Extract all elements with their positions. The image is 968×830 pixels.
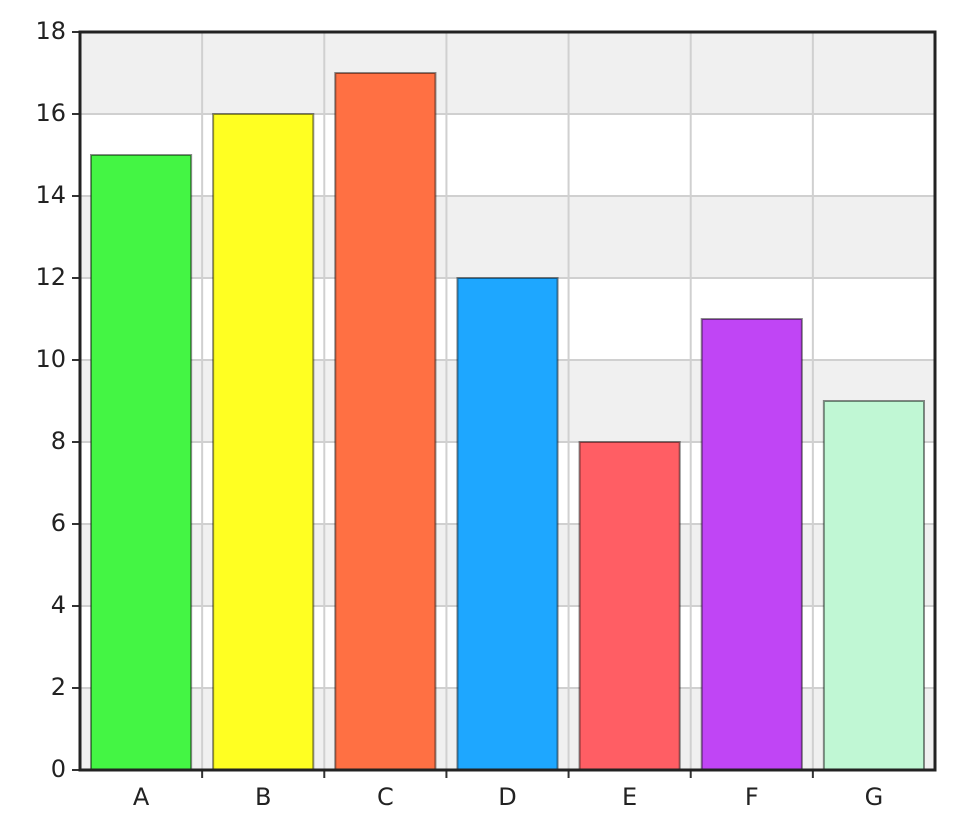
y-tick-label: 4 xyxy=(51,591,66,619)
x-tick-label: G xyxy=(865,783,884,811)
bar xyxy=(700,318,803,771)
bar xyxy=(89,154,193,771)
x-tick-label: D xyxy=(498,783,516,811)
y-tick-label: 14 xyxy=(35,181,66,209)
x-tick-label: F xyxy=(745,783,759,811)
bar xyxy=(456,277,559,771)
plot-band xyxy=(80,32,935,114)
y-tick-label: 8 xyxy=(51,427,66,455)
x-tick-label: B xyxy=(255,783,271,811)
y-tick-label: 6 xyxy=(51,509,66,537)
y-tick-label: 10 xyxy=(35,345,66,373)
y-tick-label: 18 xyxy=(35,17,66,45)
x-tick-label: C xyxy=(377,783,394,811)
bar xyxy=(334,72,437,771)
y-tick-label: 2 xyxy=(51,673,66,701)
plot-band xyxy=(80,196,935,278)
y-tick-label: 12 xyxy=(35,263,66,291)
bar xyxy=(822,400,926,771)
y-tick-label: 16 xyxy=(35,99,66,127)
bar xyxy=(578,441,681,771)
x-tick-label: A xyxy=(133,783,150,811)
bar xyxy=(212,113,315,771)
x-tick-label: E xyxy=(622,783,637,811)
y-tick-label: 0 xyxy=(51,755,66,783)
plot-border xyxy=(78,30,937,772)
